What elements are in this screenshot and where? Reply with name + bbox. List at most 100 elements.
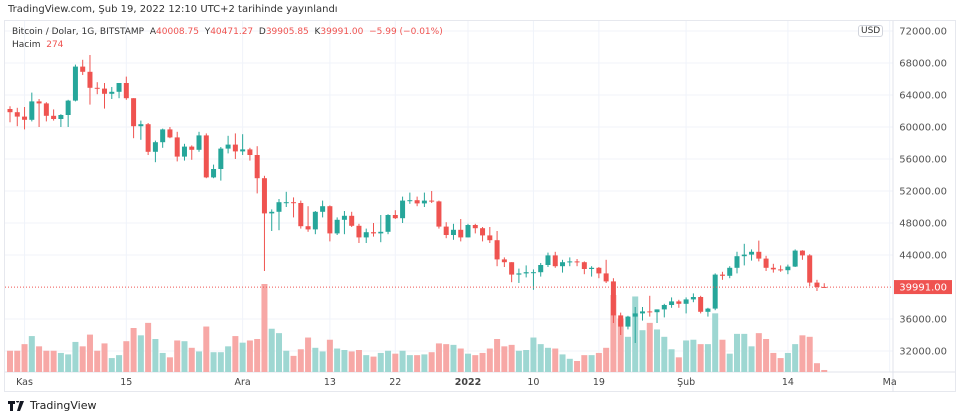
volume-bar: [341, 350, 348, 372]
volume-bar: [108, 358, 115, 372]
volume-bar: [36, 346, 43, 372]
candle-body: [625, 316, 631, 327]
candle-body: [225, 144, 231, 149]
volume-bar: [72, 341, 79, 372]
candle-body: [683, 299, 689, 304]
volume-bar: [275, 333, 282, 372]
candle-body: [785, 266, 791, 271]
change-value: −5.99 (−0.01%): [369, 27, 443, 37]
candle-body: [43, 103, 49, 116]
time-axis-label: Ara: [235, 377, 251, 388]
last-price-badge: [894, 280, 952, 295]
price-tick-label: 72000.00: [899, 27, 947, 38]
volume-bar: [697, 344, 704, 372]
volume-bar: [734, 333, 740, 372]
volume-bar: [770, 352, 777, 372]
candle-body: [538, 265, 544, 273]
volume-bar: [435, 343, 442, 372]
volume-bar: [443, 344, 450, 372]
volume-bar: [181, 341, 188, 372]
candle-body: [734, 256, 740, 268]
candle-body: [618, 315, 624, 327]
volume-bar: [225, 346, 232, 372]
last-price-label: 39991.00: [899, 283, 947, 294]
volume-bar: [116, 355, 123, 372]
volume-bar: [624, 336, 631, 372]
volume-bar: [355, 350, 362, 372]
volume-bar: [559, 354, 566, 372]
volume-bar: [312, 347, 319, 372]
candle-body: [123, 83, 129, 99]
candle-body: [465, 225, 471, 238]
volume-bar: [450, 344, 457, 372]
volume-bar: [57, 352, 64, 372]
volume-bar: [530, 337, 537, 372]
candle-body: [7, 109, 13, 113]
candle-body: [36, 101, 42, 104]
candle-body: [87, 71, 93, 88]
candle-body: [523, 272, 529, 274]
candle-body: [610, 281, 616, 316]
candle-body: [494, 240, 500, 260]
volume-bar: [421, 354, 428, 372]
volume-bar: [581, 355, 588, 372]
time-axis-label: 19: [593, 377, 605, 388]
volume-bar: [159, 352, 166, 372]
candle-body: [560, 262, 566, 267]
volume-bar: [741, 333, 748, 372]
volume-bar: [363, 355, 370, 372]
volume-bar: [661, 336, 668, 372]
volume-bar: [501, 346, 508, 372]
time-axis-label: Kas: [16, 377, 33, 388]
volume-bar: [719, 339, 726, 372]
candle-body: [814, 282, 820, 287]
candle-body: [429, 200, 435, 202]
volume-bar: [821, 369, 828, 372]
candle-body: [211, 169, 217, 178]
volume-bar: [101, 343, 108, 372]
candle-body: [232, 144, 238, 152]
volume-bar: [603, 347, 610, 372]
price-tick-label: 60000.00: [899, 123, 947, 134]
candle-body: [291, 202, 297, 204]
candle-body: [269, 211, 275, 214]
candle-body: [94, 87, 100, 89]
volume-bar: [210, 352, 217, 372]
volume-bar: [290, 355, 297, 372]
ohlc-row: Bitcoin / Dolar, 1G, BITSTAMP A40008.75 …: [12, 26, 443, 39]
close-label: K: [314, 27, 321, 37]
volume-bar: [50, 350, 57, 372]
volume-bar: [523, 350, 530, 372]
candle-body: [661, 305, 667, 310]
volume-bar: [166, 357, 173, 372]
candle-body: [298, 203, 304, 227]
time-axis-label: 22: [389, 377, 401, 388]
candle-body: [80, 66, 86, 72]
volume-bar: [7, 350, 13, 372]
volume-bar: [246, 340, 253, 372]
candle-body: [472, 225, 478, 229]
candle-body: [516, 273, 522, 275]
volume-bar: [479, 352, 486, 372]
volume-bar: [319, 351, 326, 372]
volume-bar: [588, 355, 595, 372]
price-tick-label: 64000.00: [899, 91, 947, 102]
volume-bar: [174, 340, 181, 372]
candle-body: [371, 232, 376, 234]
volume-bar: [196, 351, 203, 372]
volume-bar: [399, 350, 406, 372]
volume-bar: [21, 344, 28, 372]
footer-brand-name: TradingView: [30, 399, 97, 412]
candle-body: [632, 313, 638, 317]
currency-badge[interactable]: USD: [858, 25, 884, 37]
candle-body: [552, 255, 558, 267]
candle-body: [770, 267, 776, 270]
candle-body: [29, 101, 35, 120]
price-tick-label: 68000.00: [899, 59, 947, 70]
time-axis-label: 10: [527, 377, 539, 388]
volume-bar: [777, 358, 784, 372]
volume-bar: [646, 322, 653, 372]
symbol-title[interactable]: Bitcoin / Dolar, 1G, BITSTAMP: [12, 27, 145, 37]
chart-legend: Bitcoin / Dolar, 1G, BITSTAMP A40008.75 …: [12, 26, 443, 52]
